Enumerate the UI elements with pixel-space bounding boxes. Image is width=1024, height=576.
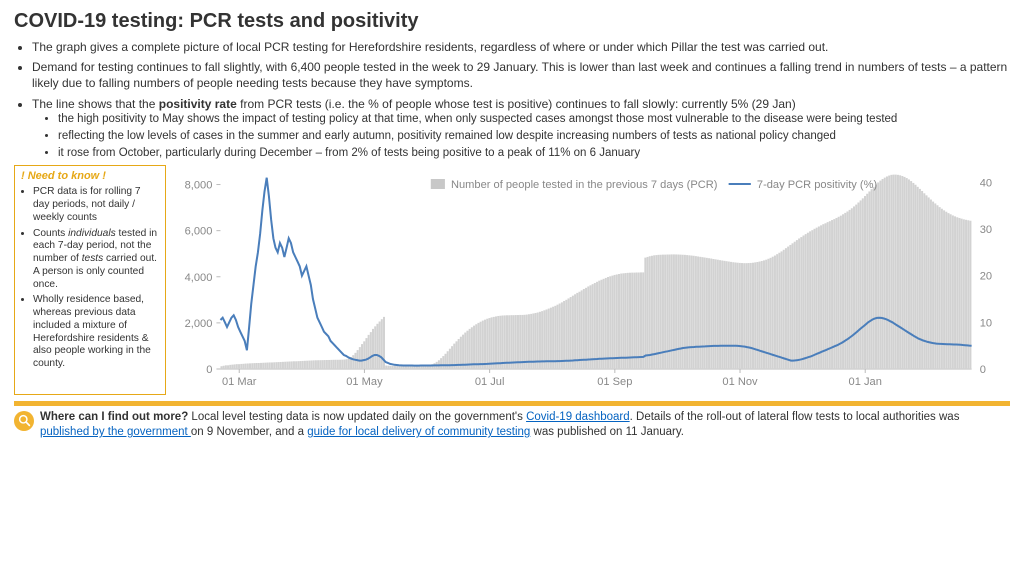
svg-text:6,000: 6,000	[185, 225, 213, 237]
sub-3: it rose from October, particularly durin…	[58, 146, 1010, 161]
sub-bullets: the high positivity to May shows the imp…	[32, 112, 1010, 161]
svg-text:20: 20	[980, 270, 992, 282]
svg-text:01 Jan: 01 Jan	[849, 376, 882, 388]
link-gov-publish[interactable]: published by the government	[40, 426, 191, 438]
svg-text:01 Jul: 01 Jul	[475, 376, 505, 388]
svg-text:10: 10	[980, 317, 992, 329]
svg-text:30: 30	[980, 224, 992, 236]
footer-note: Where can I find out more? Local level t…	[14, 410, 1010, 441]
sub-2: reflecting the low levels of cases in th…	[58, 129, 1010, 144]
svg-text:0: 0	[980, 364, 986, 376]
b3-bold: positivity rate	[159, 97, 237, 111]
top-bullets: The graph gives a complete picture of lo…	[14, 39, 1010, 161]
svg-text:01 Nov: 01 Nov	[722, 376, 758, 388]
bullet-2: Demand for testing continues to fall sli…	[32, 59, 1010, 91]
link-community-guide[interactable]: guide for local delivery of community te…	[307, 426, 530, 438]
pcr-chart: 0 2,000 4,000 6,000 8,000 0 10 20 30 40 01 Mar 01 M…	[172, 165, 1010, 395]
svg-text:01 Mar: 01 Mar	[222, 376, 257, 388]
svg-text:01 May: 01 May	[346, 376, 383, 388]
need-3: Wholly residence based, whereas previous…	[33, 294, 159, 371]
magnifier-icon	[14, 411, 34, 431]
need-1: PCR data is for rolling 7 day periods, n…	[33, 186, 159, 224]
b3-pre: The line shows that the	[32, 97, 159, 111]
sub-1: the high positivity to May shows the imp…	[58, 112, 1010, 127]
svg-text:40: 40	[980, 177, 992, 189]
svg-text:8,000: 8,000	[185, 179, 213, 191]
need-2: Counts individuals tested in each 7-day …	[33, 228, 159, 292]
page-title: COVID-19 testing: PCR tests and positivi…	[14, 10, 1010, 33]
need-title: ! Need to know !	[21, 170, 159, 184]
bullet-3: The line shows that the positivity rate …	[32, 96, 1010, 161]
yellow-divider	[14, 401, 1010, 406]
svg-text:7-day PCR positivity (%): 7-day PCR positivity (%)	[757, 179, 877, 191]
link-dashboard[interactable]: Covid-19 dashboard	[526, 411, 630, 423]
b3-post: from PCR tests (i.e. the % of people who…	[237, 97, 796, 111]
svg-text:Number of people tested in the: Number of people tested in the previous …	[451, 179, 718, 191]
svg-text:4,000: 4,000	[185, 271, 213, 283]
need-to-know-box: ! Need to know ! PCR data is for rolling…	[14, 165, 166, 395]
footer-lead: Where can I find out more?	[40, 411, 188, 423]
svg-text:2,000: 2,000	[185, 317, 213, 329]
bullet-1: The graph gives a complete picture of lo…	[32, 39, 1010, 55]
svg-text:01 Sep: 01 Sep	[597, 376, 632, 388]
svg-text:0: 0	[206, 364, 212, 376]
